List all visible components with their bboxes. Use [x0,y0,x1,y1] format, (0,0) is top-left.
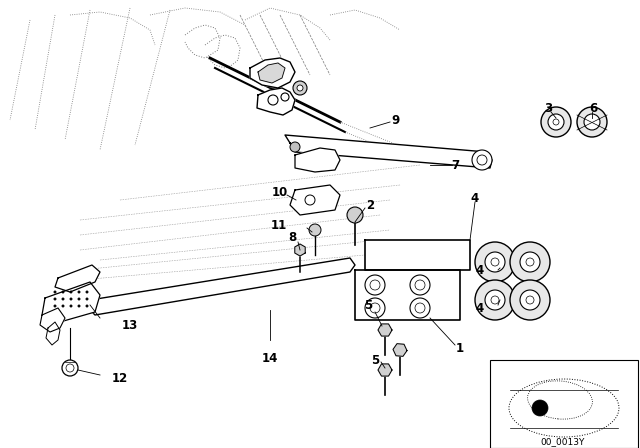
Circle shape [347,207,363,223]
Text: 4: 4 [476,263,484,276]
Circle shape [415,303,425,313]
Polygon shape [295,148,340,172]
Polygon shape [258,63,285,83]
Circle shape [86,291,88,293]
Circle shape [553,119,559,125]
Circle shape [548,114,564,130]
Circle shape [62,291,64,293]
Circle shape [584,114,600,130]
Circle shape [281,93,289,101]
Circle shape [268,95,278,105]
Polygon shape [46,322,60,345]
Circle shape [532,400,548,416]
Circle shape [370,303,380,313]
Text: 7: 7 [451,159,459,172]
Text: 3: 3 [544,102,552,115]
Circle shape [54,305,56,307]
Circle shape [54,291,56,293]
Circle shape [475,242,515,282]
Circle shape [370,280,380,290]
Circle shape [485,290,505,310]
Polygon shape [250,58,295,88]
Text: 1: 1 [456,341,464,354]
Circle shape [70,291,72,293]
Circle shape [305,195,315,205]
Circle shape [365,275,385,295]
Circle shape [78,291,80,293]
Circle shape [472,150,492,170]
Polygon shape [290,185,340,215]
Circle shape [293,81,307,95]
Circle shape [520,252,540,272]
Circle shape [415,280,425,290]
Circle shape [78,305,80,307]
Text: 5: 5 [371,353,379,366]
Text: 10: 10 [272,185,288,198]
Polygon shape [257,88,295,115]
Circle shape [526,296,534,304]
Circle shape [477,155,487,165]
Circle shape [78,298,80,300]
Text: 12: 12 [112,371,128,384]
Circle shape [62,305,64,307]
Polygon shape [295,244,305,256]
Circle shape [297,85,303,91]
Text: 6: 6 [589,102,597,115]
Circle shape [62,298,64,300]
Circle shape [410,275,430,295]
Circle shape [510,280,550,320]
Circle shape [526,258,534,266]
Text: 9: 9 [391,113,399,126]
Circle shape [410,298,430,318]
Polygon shape [355,270,460,320]
Circle shape [491,296,499,304]
Circle shape [290,142,300,152]
Text: 13: 13 [122,319,138,332]
Text: 5: 5 [364,298,372,311]
Polygon shape [365,240,470,270]
Text: 4: 4 [476,302,484,314]
Text: 00_0013Y: 00_0013Y [541,438,585,447]
Circle shape [475,280,515,320]
Circle shape [54,298,56,300]
Circle shape [577,107,607,137]
Circle shape [66,364,74,372]
Text: 4: 4 [471,191,479,204]
Bar [490,360,638,448]
Circle shape [365,298,385,318]
Circle shape [62,360,78,376]
Circle shape [309,224,321,236]
Circle shape [70,305,72,307]
Circle shape [491,258,499,266]
Circle shape [541,107,571,137]
Polygon shape [42,282,100,322]
Polygon shape [393,344,407,356]
Text: 2: 2 [366,198,374,211]
Circle shape [485,252,505,272]
Text: 14: 14 [262,352,278,365]
Circle shape [86,305,88,307]
Polygon shape [378,364,392,376]
Polygon shape [285,135,492,168]
Circle shape [86,298,88,300]
Circle shape [520,290,540,310]
Polygon shape [88,258,355,315]
Polygon shape [40,308,65,332]
Polygon shape [55,265,100,292]
Text: 8: 8 [288,231,296,244]
Polygon shape [378,324,392,336]
Text: 11: 11 [271,219,287,232]
Circle shape [70,298,72,300]
Circle shape [510,242,550,282]
